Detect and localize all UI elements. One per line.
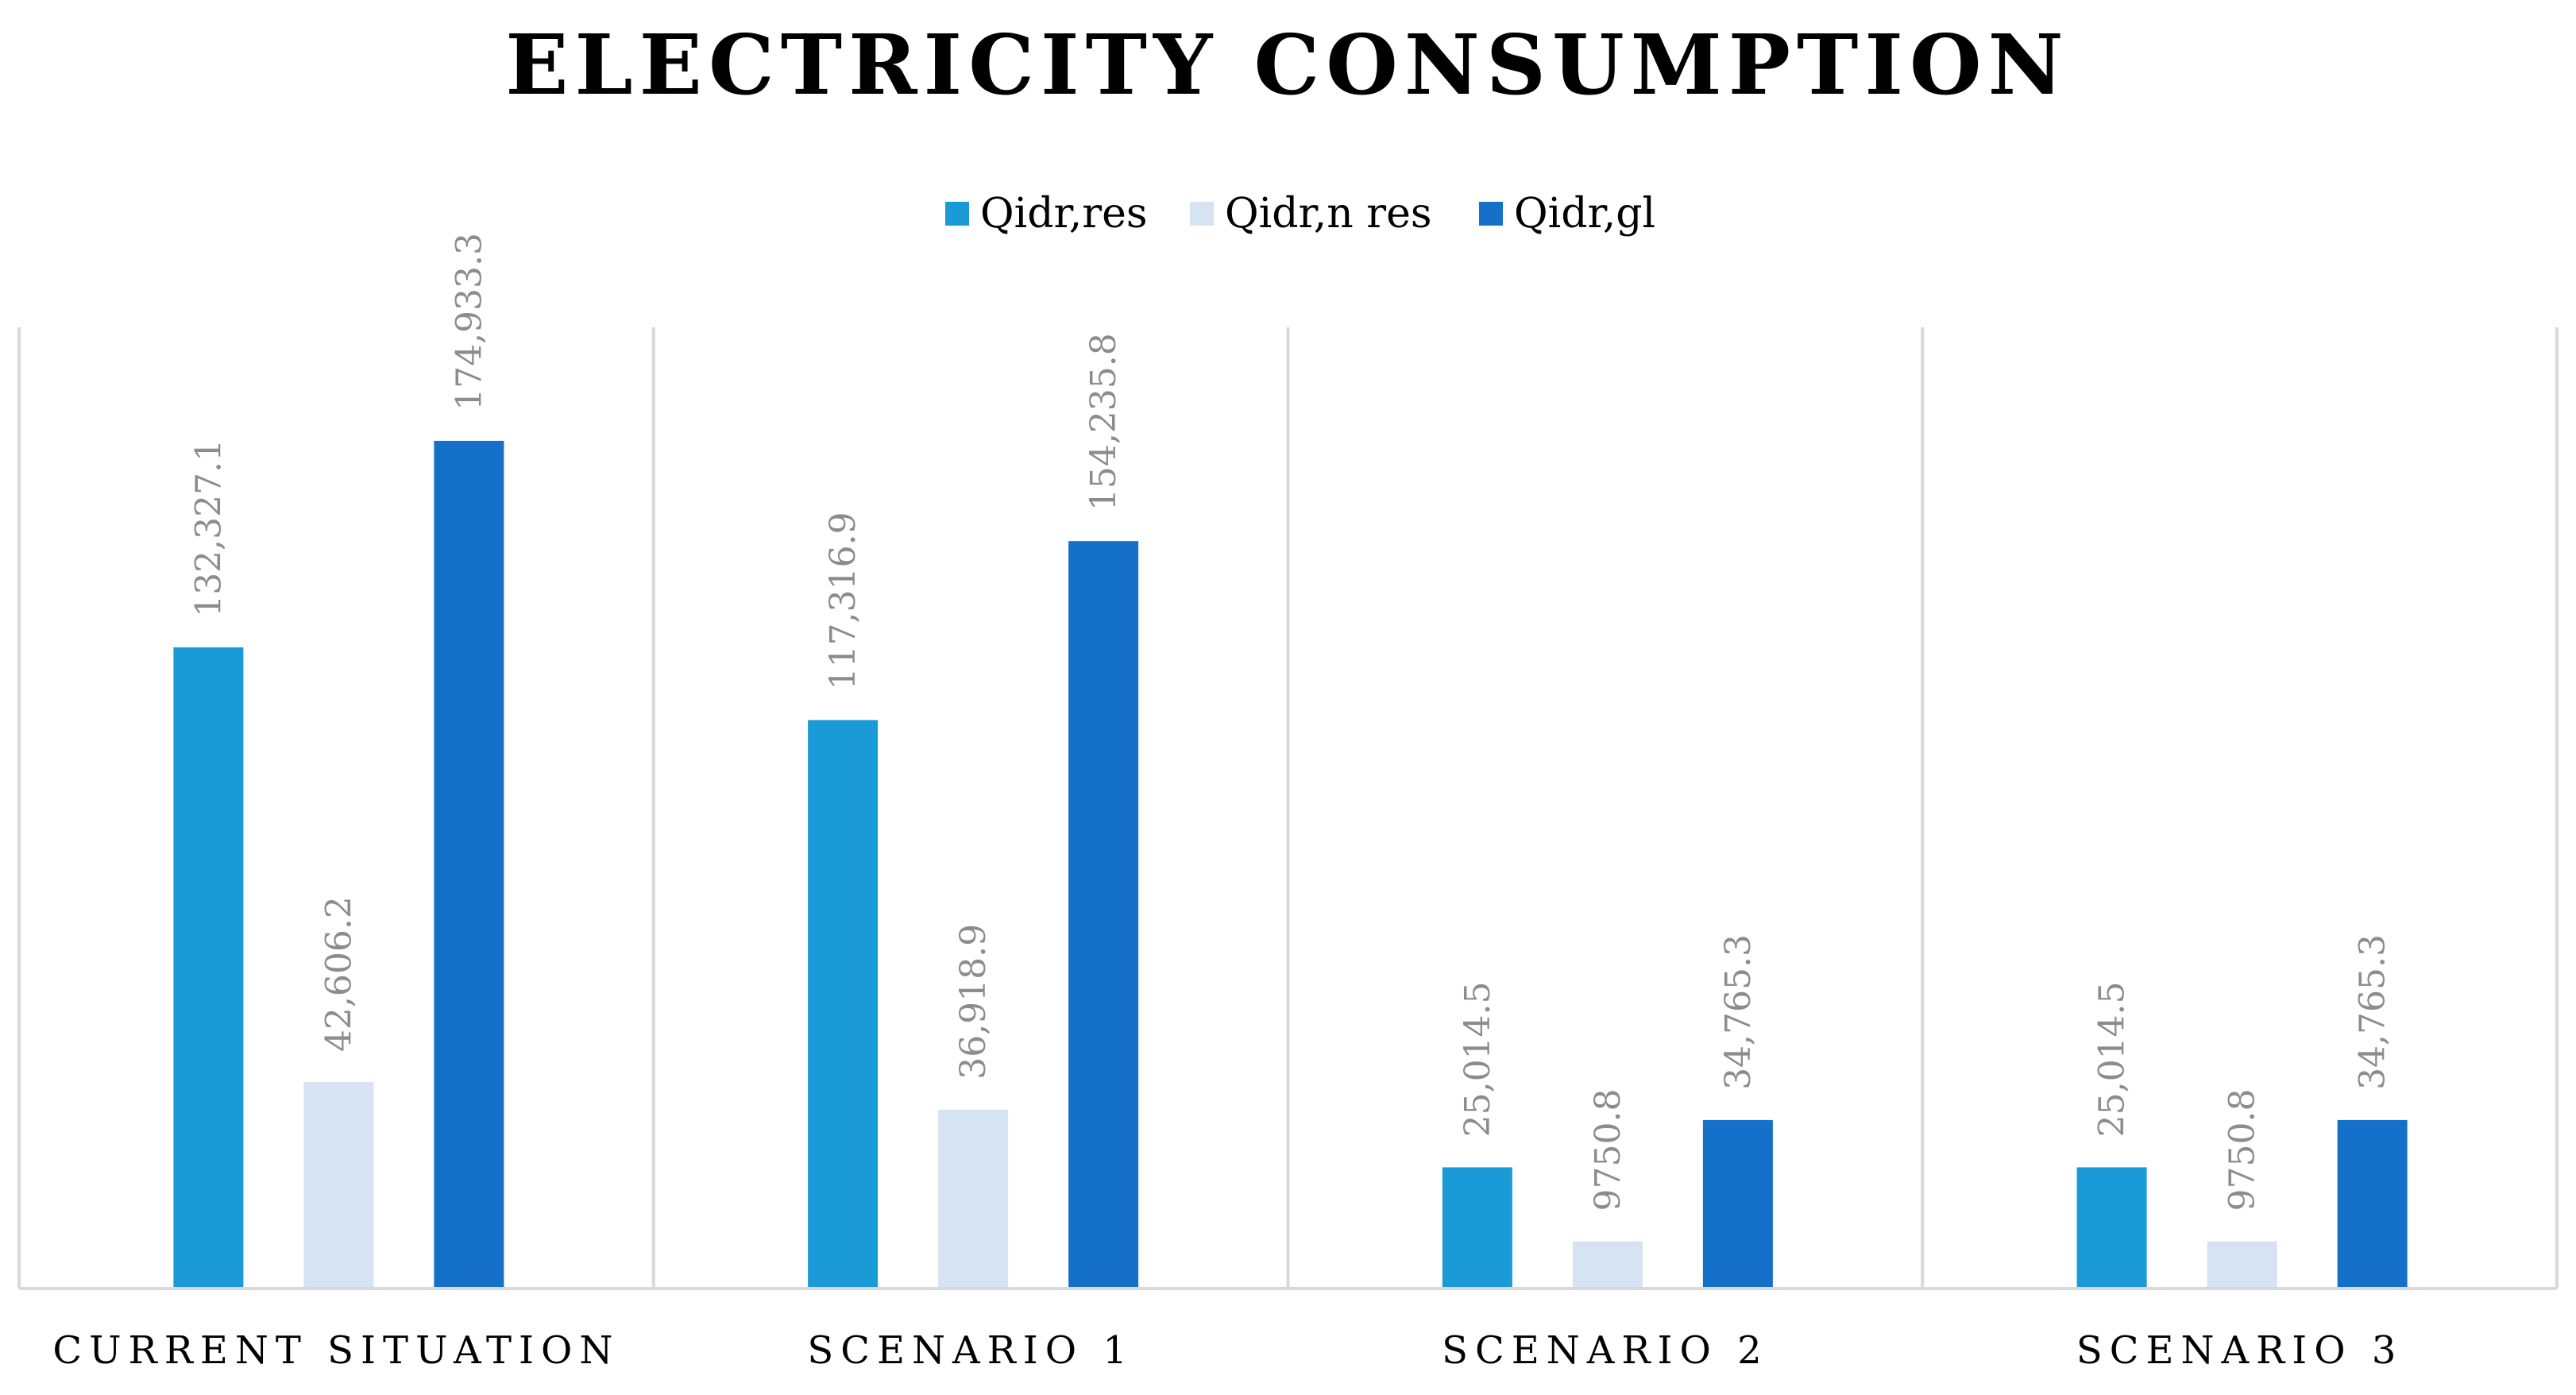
bar-2-2 [938,1109,1009,1289]
data-label-4-1: 25,014.5 [2092,981,2133,1137]
bar-4-1 [2076,1167,2147,1289]
data-label-3-3: 34,765.3 [1718,934,1759,1090]
bar-4-3 [2337,1119,2408,1289]
data-label-1-1: 132,327.1 [188,439,229,617]
bar-3-2 [1572,1241,1643,1289]
bar-1-1 [173,647,244,1289]
data-labels: 132,327.1 42,606.2 174,933.3 117,316.9 36,91… [188,233,2393,1211]
bar-2-3 [1068,541,1139,1289]
legend-label-3: Qidr,gl [1514,190,1655,238]
legend-label-2: Qidr,n res [1225,190,1432,238]
x-tick-label-4: SCENARIO 3 [2076,1328,2404,1373]
legend-swatch-3 [1479,202,1503,226]
data-label-2-3: 154,235.8 [1083,333,1124,511]
data-label-3-1: 25,014.5 [1458,981,1498,1137]
data-label-2-2: 36,918.9 [953,924,994,1080]
category-separators [17,327,2559,1289]
bar-1-2 [303,1082,374,1289]
bar-2-1 [808,720,879,1289]
bar-3-1 [1442,1167,1512,1289]
chart-title: ELECTRICITY CONSUMPTION [505,16,2069,114]
data-label-4-2: 9750.8 [2223,1089,2263,1211]
x-tick-label-1: CURRENT SITUATION [52,1328,620,1373]
x-axis-tick-labels: CURRENT SITUATION SCENARIO 1 SCENARIO 2 SCE… [52,1328,2404,1373]
bar-1-3 [434,440,504,1289]
data-label-1-3: 174,933.3 [449,233,489,411]
legend-label-1: Qidr,res [980,190,1148,238]
x-tick-label-3: SCENARIO 2 [1442,1328,1769,1373]
x-tick-label-2: SCENARIO 1 [807,1328,1134,1373]
legend-swatch-1 [945,202,969,226]
bar-3-3 [1702,1119,1773,1289]
data-label-2-1: 117,316.9 [823,512,863,690]
data-label-1-2: 42,606.2 [319,896,359,1052]
bar-marks [173,440,2408,1289]
bar-4-2 [2207,1241,2277,1289]
data-label-4-3: 34,765.3 [2353,934,2393,1090]
chart-legend: Qidr,res Qidr,n res Qidr,gl [945,190,1655,238]
data-label-3-2: 9750.8 [1588,1089,1628,1211]
legend-swatch-2 [1190,202,1214,226]
